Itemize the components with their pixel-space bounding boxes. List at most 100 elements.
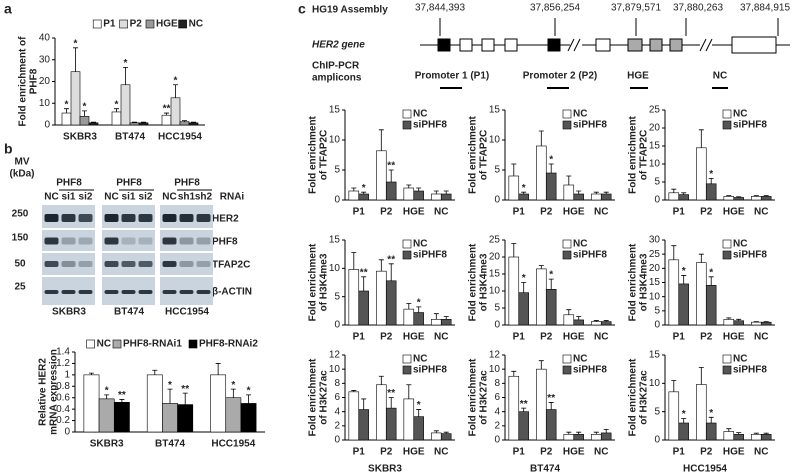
error-bar: [88, 372, 94, 375]
x-tick-label: P1: [353, 447, 366, 458]
bar: [573, 319, 584, 326]
y-axis-label: of TFAP2C: [319, 130, 330, 181]
y-tick-label: 0: [334, 320, 340, 331]
bar: [70, 71, 81, 126]
y-tick-label: 0: [654, 435, 660, 446]
bar: [225, 397, 242, 433]
significance: *: [65, 99, 69, 110]
error-bar: [141, 121, 146, 123]
y-tick-label: 25: [489, 235, 501, 246]
error-bar: [593, 431, 599, 435]
bar: [413, 190, 424, 201]
error-bar: [593, 320, 599, 322]
blot-band: [179, 290, 194, 294]
error-bar: [698, 253, 704, 263]
error-bar: [736, 196, 742, 198]
y-tick-label: 0.2: [56, 415, 70, 426]
x-tick-label: P1: [513, 207, 526, 218]
y-tick-label: 0: [334, 435, 340, 446]
bar: [348, 190, 360, 201]
significance: *: [115, 99, 119, 110]
blot-band: [44, 261, 59, 267]
x-tick-label: HGE: [723, 447, 745, 458]
bar: [508, 175, 520, 201]
legend-label: NC: [733, 354, 747, 365]
y-tick-label: 8: [494, 378, 500, 389]
legend-swatch: [562, 120, 572, 130]
legend-label: siPHF8: [413, 250, 447, 261]
bar: [88, 122, 99, 126]
error-bar: [351, 390, 357, 392]
y-axis-label: Fold enrichment: [468, 115, 479, 193]
error-bar: [378, 129, 384, 151]
x-tick-label: P2: [540, 207, 553, 218]
y-tick-label: 0: [494, 195, 500, 206]
y-tick-label: 0: [494, 435, 500, 446]
x-tick-label: P1: [673, 207, 686, 218]
x-tick-label: NC: [594, 447, 608, 458]
bar: [705, 183, 717, 201]
bar: [678, 194, 689, 201]
protein-label: β-ACTIN: [212, 287, 252, 298]
error-bar: [91, 121, 96, 123]
x-tick-label: NC: [434, 447, 448, 458]
x-tick-label: P2: [540, 447, 553, 458]
x-tick-label: HGE: [403, 207, 425, 218]
error-bar: [173, 84, 178, 98]
lane-label: sh1: [178, 192, 196, 203]
legend-label: siPHF8: [733, 250, 767, 261]
coordinate: 37,880,263: [673, 3, 723, 14]
bar: [705, 422, 717, 441]
x-tick-label: HGE: [563, 332, 585, 343]
bar: [751, 321, 762, 326]
y-axis-label: of TFAP2C: [479, 130, 490, 181]
error-bar: [182, 392, 188, 405]
y-tick-label: 0: [44, 120, 50, 131]
bar: [573, 434, 584, 441]
error-bar: [406, 184, 412, 188]
error-bar: [361, 191, 367, 194]
bar: [678, 283, 689, 326]
significance: *: [174, 75, 178, 86]
bar: [563, 314, 575, 326]
significance: *: [362, 183, 366, 194]
error-bar: [433, 190, 439, 194]
y-axis-label: Fold enrichment of: [18, 36, 29, 127]
y-tick-label: 10: [649, 159, 661, 170]
error-bar: [681, 275, 687, 284]
error-bar: [416, 306, 422, 313]
legend-swatch: [402, 250, 412, 260]
bar: [431, 432, 442, 441]
blot-band: [179, 214, 194, 222]
bar: [358, 409, 369, 441]
error-bar: [736, 318, 742, 321]
y-tick-label: 10: [489, 286, 501, 297]
x-tick-label: P2: [700, 207, 713, 218]
error-bar: [182, 120, 187, 122]
bar: [138, 122, 149, 126]
error-bar: [378, 259, 384, 272]
significance: **: [360, 267, 368, 278]
error-bar: [593, 191, 599, 194]
error-bar: [246, 394, 252, 404]
y-tick-label: 5: [494, 165, 500, 176]
error-bar: [726, 428, 732, 432]
lane-label: sh2: [195, 192, 213, 203]
marker: 150: [12, 233, 29, 244]
y-axis-label: of TFAP2C: [639, 130, 650, 181]
y-tick-label: 0: [654, 195, 660, 206]
bar: [385, 407, 397, 441]
x-tick-label: P1: [353, 207, 366, 218]
error-bar: [576, 316, 582, 320]
error-bar: [753, 321, 759, 323]
bar: [678, 422, 689, 441]
y-tick-label: 10: [489, 364, 501, 375]
legend-label: siPHF8: [413, 120, 447, 131]
legend-swatch: [402, 365, 412, 375]
y-tick-label: 10: [39, 98, 51, 109]
error-bar: [73, 47, 78, 72]
significance: *: [709, 408, 713, 419]
bar: [440, 193, 452, 201]
y-tick-label: 2: [334, 420, 340, 431]
error-bar: [671, 188, 677, 193]
